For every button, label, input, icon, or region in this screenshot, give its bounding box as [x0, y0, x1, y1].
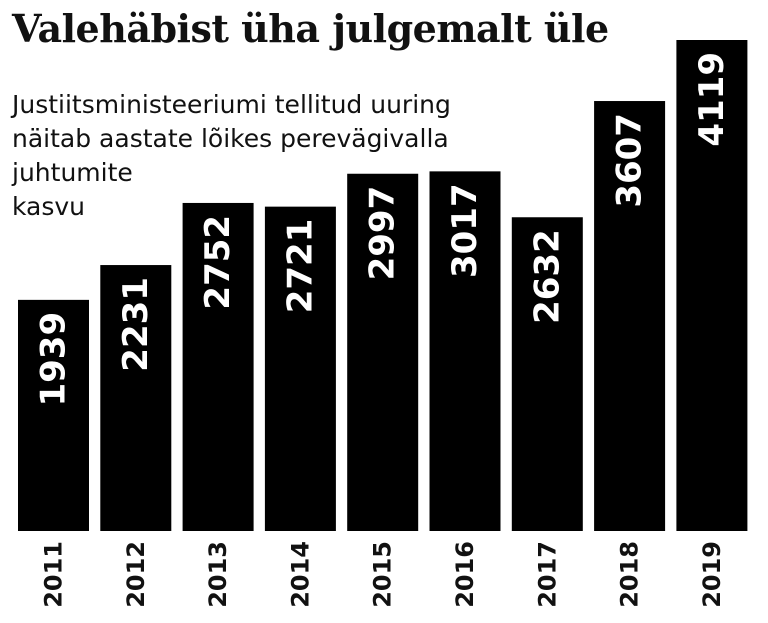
chart-subtitle: Justiitsministeeriumi tellitud uuring nä…: [12, 88, 552, 224]
subtitle-line: näitab aastate lõikes perevägivalla: [12, 124, 449, 153]
bar-2014: [264, 206, 336, 531]
bar-2013: [182, 202, 254, 531]
bar-value-label: 4119: [692, 52, 732, 147]
bar-2019: [676, 40, 748, 531]
bar-2018: [594, 101, 666, 531]
x-tick-label: 2014: [286, 541, 314, 608]
bar-2015: [347, 173, 419, 532]
bar-2012: [100, 265, 172, 531]
bar-2017: [511, 217, 583, 531]
x-tick-label: 2019: [698, 541, 726, 608]
x-tick-label: 2017: [533, 541, 561, 608]
bar-2011: [18, 299, 89, 531]
bar-value-label: 2231: [116, 277, 156, 372]
subtitle-line: Justiitsministeeriumi tellitud uuring: [12, 90, 451, 119]
x-tick-label: 2012: [122, 541, 150, 608]
bar-value-label: 1939: [34, 312, 74, 407]
subtitle-line: kasvu: [12, 192, 86, 221]
subtitle-line: juhtumite: [12, 158, 133, 187]
bar-2016: [429, 171, 501, 531]
bar-value-label: 3017: [445, 183, 485, 278]
x-tick-label: 2015: [369, 541, 397, 608]
x-tick-label: 2016: [451, 541, 479, 608]
bar-value-label: 2721: [280, 219, 320, 314]
bar-value-label: 2997: [363, 186, 403, 281]
bar-value-label: 2632: [527, 229, 567, 324]
x-tick-label: 2013: [204, 541, 232, 608]
chart-title: Valehäbist üha julgemalt üle: [12, 6, 609, 51]
x-tick-label: 2011: [40, 541, 68, 608]
bar-value-label: 3607: [610, 113, 650, 208]
bar-value-label: 2752: [198, 215, 238, 310]
x-tick-label: 2018: [616, 541, 644, 608]
